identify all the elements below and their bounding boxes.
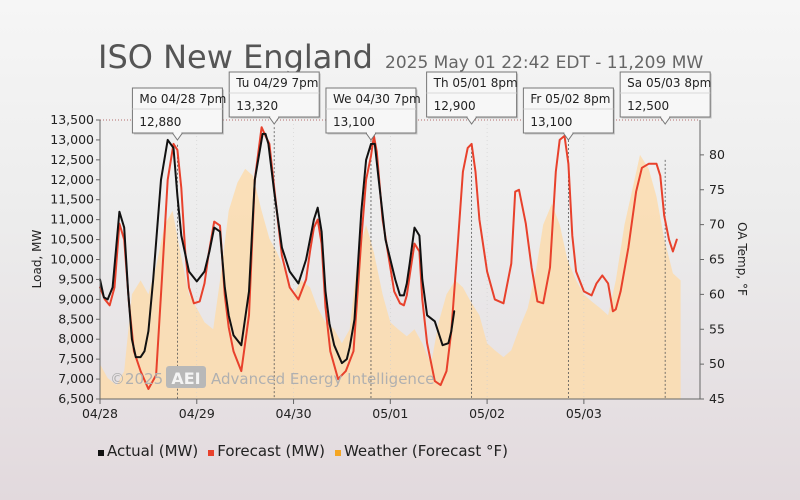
page-subtitle: 2025 May 01 22:42 EDT - 11,209 MW xyxy=(385,53,704,73)
y-tick-label: 8,500 xyxy=(58,311,94,326)
peak-tooltips: Mo 04/28 7pm 12,880 Tu 04/29 7pm 13,320 We 0… xyxy=(131,71,712,141)
peak-tooltip-4: Th 05/01 8pm 12,900 xyxy=(426,71,519,125)
axes: 6,500 7,000 7,500 8,000 8,500 9,000 9,500 10,00… xyxy=(30,112,749,421)
y-tick-label: 10,500 xyxy=(50,232,94,247)
tooltip-box xyxy=(522,87,614,134)
tooltip-box xyxy=(325,87,417,134)
tooltip-time: We 04/30 7pm xyxy=(333,92,421,106)
tooltip-time: Sa 05/03 8pm xyxy=(627,76,711,90)
tooltip-pointer xyxy=(659,116,672,125)
y-tick-label: 9,500 xyxy=(58,271,94,286)
y-tick-label: 11,500 xyxy=(50,192,94,207)
y-tick-label: 8,000 xyxy=(58,331,94,346)
y2-tick-label: 65 xyxy=(709,252,725,267)
forecast-line xyxy=(99,126,678,390)
y-tick-label: 10,000 xyxy=(50,252,94,267)
aei-logo-text: AEI xyxy=(171,369,200,388)
y-tick-label: 7,500 xyxy=(58,351,94,366)
actual-line-layer xyxy=(99,132,456,365)
x-tick-label: 05/03 xyxy=(566,406,602,421)
tooltip-box xyxy=(228,71,320,118)
y-tick-label: 6,500 xyxy=(58,391,94,406)
legend-swatch-forecast xyxy=(208,449,215,456)
y2-axis-label: OA Temp, °F xyxy=(735,222,749,296)
legend-swatch-weather xyxy=(334,449,341,456)
tooltip-value: 13,100 xyxy=(333,115,375,129)
legend-item-actual[interactable]: Actual (MW) xyxy=(98,442,198,460)
tooltip-value: 12,880 xyxy=(139,115,181,129)
forecast-line-layer xyxy=(99,126,678,390)
y2-tick-label: 80 xyxy=(709,147,725,162)
y2-tick-label: 45 xyxy=(709,391,725,406)
page-title: ISO New England xyxy=(98,38,373,76)
tooltip-value: 13,100 xyxy=(530,115,572,129)
x-tick-label: 05/01 xyxy=(372,406,408,421)
y-tick-label: 13,500 xyxy=(50,112,94,127)
tooltip-pointer xyxy=(171,132,184,141)
tooltip-pointer xyxy=(465,116,478,125)
x-tick-label: 04/29 xyxy=(179,406,215,421)
y-tick-label: 13,000 xyxy=(50,132,94,147)
tooltip-box xyxy=(426,71,518,118)
annotation-guide-lines xyxy=(177,127,666,399)
x-tick-label: 04/28 xyxy=(82,406,118,421)
legend-item-forecast[interactable]: Forecast (MW) xyxy=(208,442,325,460)
aei-logo-box xyxy=(166,366,206,388)
peak-tooltip-1: Mo 04/28 7pm 12,880 xyxy=(131,87,226,141)
tooltip-pointer xyxy=(268,116,281,125)
y2-tick-label: 75 xyxy=(709,182,725,197)
legend-label-actual: Actual (MW) xyxy=(107,442,199,460)
peak-tooltip-3: We 04/30 7pm 13,100 xyxy=(325,87,421,141)
tooltip-value: 13,320 xyxy=(236,99,278,113)
y2-tick-label: 70 xyxy=(709,217,725,232)
legend-item-weather[interactable]: Weather (Forecast °F) xyxy=(334,442,508,460)
tooltip-time: Tu 04/29 7pm xyxy=(235,76,318,90)
y2-tick-label: 60 xyxy=(709,286,725,301)
y-axis-label: Load, MW xyxy=(30,230,44,289)
tooltip-time: Th 05/01 8pm xyxy=(433,76,518,90)
actual-line xyxy=(99,132,456,365)
y-tick-label: 9,000 xyxy=(58,291,94,306)
legend-label-weather: Weather (Forecast °F) xyxy=(343,442,508,460)
y-tick-label: 12,000 xyxy=(50,172,94,187)
peak-tooltip-5: Fr 05/02 8pm 13,100 xyxy=(522,87,615,141)
legend-swatch-actual xyxy=(98,449,104,456)
tooltip-value: 12,900 xyxy=(434,99,476,113)
tooltip-time: Fr 05/02 8pm xyxy=(530,92,610,106)
y2-tick-label: 55 xyxy=(709,321,725,336)
y2-tick-label: 50 xyxy=(709,356,725,371)
watermark-text: Advanced Energy Intelligence xyxy=(211,370,434,388)
tooltip-time: Mo 04/28 7pm xyxy=(139,92,226,106)
legend-label-forecast: Forecast (MW) xyxy=(217,442,325,460)
peak-tooltip-6: Sa 05/03 8pm 12,500 xyxy=(619,71,712,125)
x-tick-label: 05/02 xyxy=(469,406,505,421)
x-tick-label: 04/30 xyxy=(276,406,312,421)
y-tick-label: 12,500 xyxy=(50,152,94,167)
peak-tooltip-2: Tu 04/29 7pm 13,320 xyxy=(228,71,321,125)
watermark-copyright: ©2025 xyxy=(110,370,163,388)
tooltip-value: 12,500 xyxy=(627,99,669,113)
legend: Actual (MW) Forecast (MW) Weather (Forec… xyxy=(98,442,508,460)
y-tick-label: 7,000 xyxy=(58,371,94,386)
watermark: ©2025 AEI Advanced Energy Intelligence xyxy=(110,366,434,388)
tooltip-box xyxy=(619,71,711,118)
y-tick-label: 11,000 xyxy=(50,212,94,227)
